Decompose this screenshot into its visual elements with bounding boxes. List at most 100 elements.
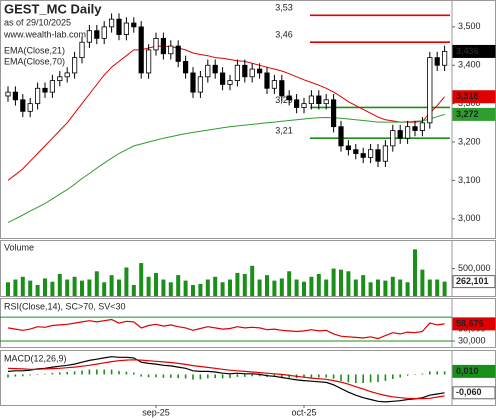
volume-bar bbox=[376, 279, 380, 296]
candle-body bbox=[441, 51, 448, 66]
histogram-bar bbox=[392, 374, 394, 380]
volume-bar bbox=[168, 282, 173, 296]
volume-bar bbox=[257, 279, 262, 296]
volume-bar bbox=[302, 281, 306, 296]
candle-body bbox=[94, 30, 100, 39]
histogram-bar bbox=[310, 374, 313, 378]
line bbox=[7, 356, 445, 403]
value-box bbox=[452, 107, 496, 121]
y-tick-label: 3,100 bbox=[458, 175, 481, 185]
histogram-bar bbox=[140, 374, 142, 377]
volume-bar bbox=[198, 283, 203, 296]
volume-bar bbox=[279, 278, 284, 296]
histogram-bar bbox=[184, 374, 187, 379]
volume-bar bbox=[398, 279, 403, 296]
histogram-bar bbox=[318, 374, 320, 378]
candle-body bbox=[353, 149, 359, 154]
histogram-bar bbox=[170, 374, 172, 378]
histogram-bar bbox=[236, 374, 239, 377]
candle-body bbox=[42, 87, 48, 93]
histogram-bar bbox=[22, 374, 24, 377]
line bbox=[7, 359, 445, 400]
candle-body bbox=[123, 22, 129, 35]
candle-body bbox=[301, 103, 307, 108]
volume-bar bbox=[50, 281, 55, 296]
histogram-bar bbox=[414, 374, 416, 375]
histogram-bar bbox=[229, 374, 231, 379]
volume-bar bbox=[272, 280, 277, 296]
candle-body bbox=[138, 26, 144, 74]
y-tick-label: 30,000 bbox=[458, 335, 486, 345]
histogram-bar bbox=[214, 374, 216, 379]
volume-bar bbox=[405, 282, 410, 296]
histogram-bar bbox=[369, 374, 372, 383]
volume-bar bbox=[6, 282, 10, 296]
histogram-bar bbox=[155, 374, 157, 378]
candle-body bbox=[412, 126, 418, 131]
volume-bar bbox=[176, 275, 181, 296]
volume-bar bbox=[191, 285, 195, 296]
reference-label: 3,21 bbox=[275, 126, 293, 136]
volume-bar bbox=[390, 276, 395, 296]
value-box bbox=[452, 317, 496, 331]
line bbox=[7, 318, 445, 340]
histogram-bar bbox=[133, 372, 135, 375]
candle-body bbox=[205, 64, 211, 78]
volume-bar bbox=[43, 278, 47, 296]
candle-body bbox=[190, 72, 196, 93]
candle-body bbox=[360, 153, 366, 158]
candle-body bbox=[182, 61, 189, 74]
candle-body bbox=[375, 149, 381, 162]
candle-body bbox=[382, 145, 389, 162]
volume-bar bbox=[383, 280, 388, 296]
candle-body bbox=[316, 95, 322, 105]
volume-bar bbox=[427, 279, 432, 296]
volume-bar bbox=[139, 263, 144, 296]
candle-body bbox=[330, 99, 337, 128]
histogram-bar bbox=[66, 372, 68, 375]
volume-bar bbox=[316, 274, 321, 296]
volume-bar bbox=[213, 276, 218, 296]
candle-body bbox=[323, 99, 329, 105]
value-box-label: 0,010 bbox=[456, 366, 479, 376]
candle-body bbox=[175, 45, 181, 62]
volume-bar bbox=[346, 271, 351, 296]
volume-bar bbox=[124, 267, 129, 296]
volume-bar bbox=[80, 280, 84, 296]
volume-bar bbox=[361, 275, 366, 296]
y-tick-label: 500,000 bbox=[458, 263, 491, 273]
histogram-bar bbox=[273, 374, 276, 377]
candle-body bbox=[234, 64, 240, 82]
volume-bar bbox=[242, 274, 247, 296]
volume-bar bbox=[235, 272, 240, 296]
volume-bar bbox=[131, 285, 136, 296]
histogram-bar bbox=[162, 374, 165, 378]
y-tick-label: 3,500 bbox=[458, 21, 481, 31]
candle-body bbox=[35, 87, 41, 105]
histogram-bar bbox=[199, 374, 202, 380]
value-box-label: 58,676 bbox=[456, 318, 484, 328]
candle-body bbox=[197, 76, 203, 93]
volume-bar bbox=[435, 279, 440, 296]
histogram-bar bbox=[244, 374, 246, 377]
histogram-bar bbox=[436, 371, 438, 375]
volume-bar bbox=[442, 281, 447, 296]
candle-body bbox=[227, 80, 233, 85]
volume-bar bbox=[13, 279, 18, 296]
volume-bar bbox=[102, 282, 107, 296]
candle-body bbox=[286, 95, 292, 101]
volume-bar bbox=[57, 274, 62, 296]
candle-body bbox=[57, 76, 63, 82]
candle-body bbox=[145, 49, 152, 74]
histogram-bar bbox=[7, 374, 9, 378]
volume-bar bbox=[20, 276, 25, 296]
reference-label: 3,46 bbox=[275, 30, 293, 40]
line bbox=[7, 45, 445, 181]
line bbox=[7, 113, 445, 224]
volume-bar bbox=[420, 269, 425, 296]
candle-body bbox=[345, 145, 352, 151]
histogram-bar bbox=[147, 374, 150, 378]
histogram-bar bbox=[347, 374, 350, 383]
volume-bar bbox=[250, 265, 255, 296]
value-box bbox=[452, 90, 496, 104]
